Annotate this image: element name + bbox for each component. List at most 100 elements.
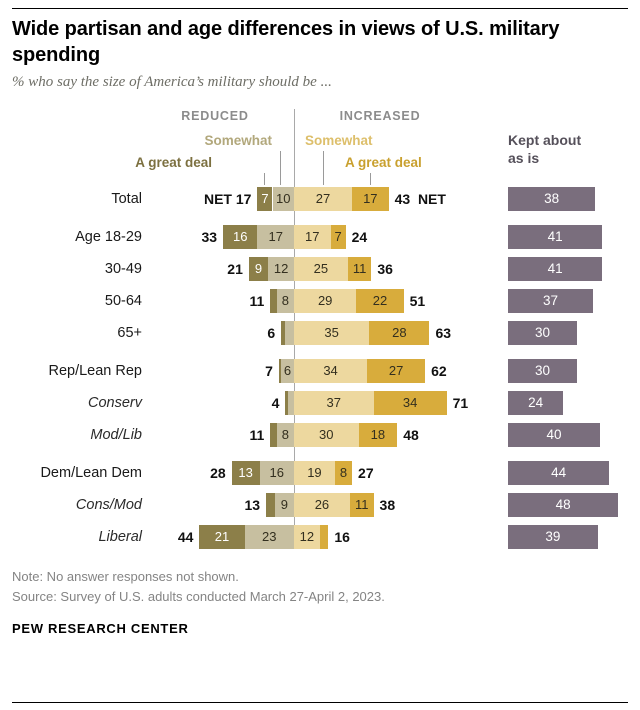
kept-area: 40 bbox=[508, 423, 628, 447]
kept-bar: 41 bbox=[508, 257, 603, 281]
bar-segment-reduced_great_deal: 9 bbox=[248, 257, 269, 281]
legend-reduced-great-deal: A great deal bbox=[135, 155, 212, 170]
bar-segment-reduced_somewhat: 12 bbox=[268, 257, 294, 281]
bar-area: 21 23 12 44 16 bbox=[152, 525, 482, 549]
chart-row: 65+ 35 28 6 63 30 bbox=[12, 321, 628, 345]
bar-segment-increased_great_deal: 17 bbox=[352, 187, 389, 211]
bar-area: 9 12 25 11 21 36 bbox=[152, 257, 482, 281]
bar-segment-increased_somewhat: 35 bbox=[294, 321, 370, 345]
bar-segment-increased_somewhat: 30 bbox=[294, 423, 359, 447]
bar-area: 6 34 27 7 62 bbox=[152, 359, 482, 383]
bottom-rule bbox=[12, 702, 628, 703]
row-label: 30-49 bbox=[104, 261, 142, 277]
net-label-right: 71 bbox=[452, 395, 469, 411]
chart: REDUCED INCREASED Somewhat A great deal … bbox=[12, 101, 628, 549]
chart-row: 50-64 8 29 22 11 51 37 bbox=[12, 289, 628, 313]
bar-segment-reduced_great_deal bbox=[270, 423, 277, 447]
net-label-right: 24 bbox=[351, 229, 368, 245]
chart-row: Cons/Mod 9 26 11 13 38 48 bbox=[12, 493, 628, 517]
net-label-right: 16 bbox=[334, 529, 350, 545]
legend-reduced-somewhat: Somewhat bbox=[204, 133, 272, 148]
net-label-left: 7 bbox=[265, 363, 273, 379]
legend-increased-somewhat: Somewhat bbox=[305, 133, 373, 148]
kept-bar: 37 bbox=[508, 289, 594, 313]
bar-area: 35 28 6 63 bbox=[152, 321, 482, 345]
bar-segment-reduced_somewhat bbox=[285, 321, 294, 345]
bar-segment-reduced_somewhat: 9 bbox=[274, 493, 294, 517]
chart-row: 30-49 9 12 25 11 21 36 41 bbox=[12, 257, 628, 281]
bar-area: 7 10 27 17 NET 17 43 NET bbox=[152, 187, 482, 211]
net-label-left: 33 bbox=[201, 229, 218, 245]
row-label: Dem/Lean Dem bbox=[40, 465, 142, 481]
bar-segment-increased_somewhat: 12 bbox=[294, 525, 320, 549]
net-label-left: 11 bbox=[249, 427, 265, 443]
kept-bar: 39 bbox=[508, 525, 598, 549]
source-text: Source: Survey of U.S. adults conducted … bbox=[12, 589, 385, 605]
bar-segment-increased_somewhat: 34 bbox=[294, 359, 368, 383]
bar-area: 8 30 18 11 48 bbox=[152, 423, 482, 447]
chart-row: Total 7 10 27 17 NET 17 43 NET 38 bbox=[12, 187, 628, 211]
chart-row: Age 18-29 16 17 17 7 33 24 41 bbox=[12, 225, 628, 249]
bar-segment-increased_somewhat: 25 bbox=[294, 257, 348, 281]
bar-segment-increased_somewhat: 29 bbox=[294, 289, 357, 313]
bar-segment-increased_great_deal: 8 bbox=[334, 461, 353, 485]
bar-segment-reduced_somewhat: 8 bbox=[276, 423, 294, 447]
row-label: Cons/Mod bbox=[75, 497, 142, 513]
bar-segment-reduced_somewhat bbox=[287, 391, 294, 415]
row-label: 50-64 bbox=[104, 293, 142, 309]
row-label: Rep/Lean Rep bbox=[48, 363, 142, 379]
bar-segment-increased_great_deal: 28 bbox=[369, 321, 430, 345]
net-label-right: 36 bbox=[377, 261, 393, 277]
row-label: Liberal bbox=[98, 529, 142, 545]
kept-column-header-line2: as is bbox=[508, 150, 540, 167]
row-label: 65+ bbox=[117, 325, 142, 341]
bar-segment-increased_great_deal: 11 bbox=[349, 493, 374, 517]
bar-segment-increased_great_deal: 18 bbox=[358, 423, 398, 447]
row-label: Conserv bbox=[88, 395, 142, 411]
kept-bar: 41 bbox=[508, 225, 603, 249]
kept-bar: 38 bbox=[508, 187, 596, 211]
net-label-right: 43 NET bbox=[394, 191, 446, 207]
net-label-left: 6 bbox=[267, 325, 276, 341]
page-title: Wide partisan and age differences in vie… bbox=[12, 18, 560, 66]
axis-header-reduced: REDUCED bbox=[181, 109, 249, 123]
kept-area: 30 bbox=[508, 359, 628, 383]
kept-bar: 44 bbox=[508, 461, 610, 485]
net-label-right: 63 bbox=[435, 325, 452, 341]
chart-row: Dem/Lean Dem 13 16 19 8 28 27 44 bbox=[12, 461, 628, 485]
bar-segment-reduced_somewhat: 16 bbox=[259, 461, 294, 485]
kept-area: 48 bbox=[508, 493, 628, 517]
chart-row: Rep/Lean Rep 6 34 27 7 62 30 bbox=[12, 359, 628, 383]
kept-column-header-line1: Kept about bbox=[508, 132, 582, 148]
net-label-left: 28 bbox=[210, 465, 226, 481]
bar-segment-increased_somewhat: 17 bbox=[294, 225, 331, 249]
kept-area: 41 bbox=[508, 225, 628, 249]
kept-bar: 30 bbox=[508, 359, 577, 383]
bar-segment-reduced_somewhat: 10 bbox=[272, 187, 294, 211]
axis-header-increased: INCREASED bbox=[339, 109, 421, 123]
bar-segment-reduced_somewhat: 17 bbox=[257, 225, 294, 249]
bar-segment-reduced_great_deal bbox=[270, 289, 277, 313]
net-label-left: 13 bbox=[244, 497, 261, 513]
chart-row: Liberal 21 23 12 44 16 39 bbox=[12, 525, 628, 549]
bar-segment-increased_great_deal: 7 bbox=[330, 225, 346, 249]
bar-segment-reduced_great_deal: 16 bbox=[223, 225, 258, 249]
net-label-left: 44 bbox=[177, 529, 194, 545]
kept-bar: 24 bbox=[508, 391, 564, 415]
bar-segment-reduced_great_deal: 7 bbox=[257, 187, 273, 211]
notes: Note: No answer responses not shown. Sou… bbox=[12, 567, 628, 607]
row-label: Mod/Lib bbox=[90, 427, 142, 443]
net-label-left: 4 bbox=[271, 395, 280, 411]
legend-tick-increased-great-deal bbox=[370, 173, 371, 185]
chart-row: Mod/Lib 8 30 18 11 48 40 bbox=[12, 423, 628, 447]
top-rule bbox=[12, 8, 628, 9]
chart-header: REDUCED INCREASED Somewhat A great deal … bbox=[12, 101, 628, 187]
bar-area: 37 34 4 71 bbox=[152, 391, 482, 415]
net-label-right: 51 bbox=[409, 293, 426, 309]
bar-segment-increased_great_deal: 27 bbox=[367, 359, 426, 383]
bar-segment-reduced_somewhat: 23 bbox=[244, 525, 294, 549]
row-label: Age 18-29 bbox=[75, 229, 142, 245]
kept-area: 30 bbox=[508, 321, 628, 345]
net-label-right: 62 bbox=[431, 363, 447, 379]
kept-bar: 40 bbox=[508, 423, 600, 447]
